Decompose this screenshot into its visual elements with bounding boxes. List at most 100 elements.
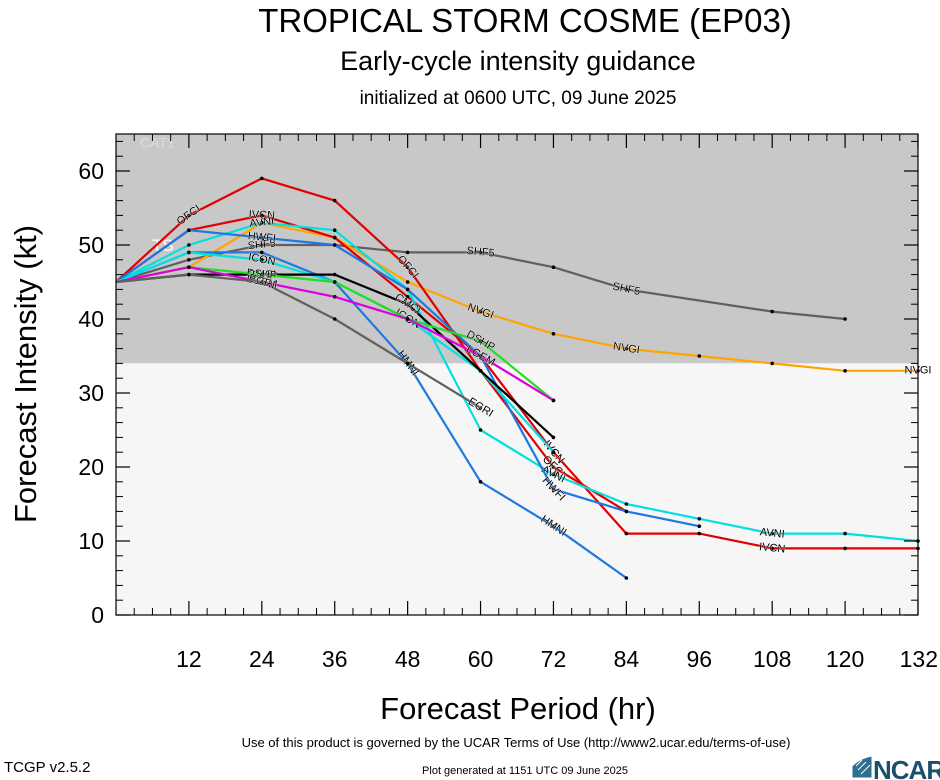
data-point (478, 309, 483, 314)
x-axis-title: Forecast Period (hr) (380, 691, 656, 726)
data-point (405, 317, 410, 321)
x-tick-label: 120 (826, 646, 864, 672)
y-tick-label: 40 (78, 306, 104, 332)
data-point (551, 524, 556, 528)
x-tick-label: 84 (614, 646, 640, 672)
band-td (116, 363, 918, 615)
data-point (332, 280, 337, 284)
data-point (260, 250, 264, 255)
intensity-bands: TS CAT1 (116, 134, 918, 615)
data-point (187, 243, 191, 247)
data-point (624, 509, 629, 514)
data-point (551, 472, 556, 477)
data-point (332, 243, 337, 247)
data-point (405, 250, 410, 255)
x-tick-label: 24 (249, 646, 275, 672)
data-point (260, 272, 264, 277)
data-point (697, 517, 702, 521)
data-point (260, 280, 264, 284)
data-point (187, 272, 191, 277)
y-tick-label: 10 (78, 528, 104, 554)
series-label-dshp: DSHP (246, 267, 278, 282)
y-tick-label: 0 (91, 602, 104, 628)
x-tick-label: 60 (468, 646, 494, 672)
init-time: initialized at 0600 UTC, 09 June 2025 (360, 88, 677, 109)
series-label-shf5: SHF5 (247, 238, 276, 253)
data-point (260, 235, 264, 240)
ncar-logo: NCAR (851, 755, 940, 780)
data-point (332, 198, 337, 203)
ncar-logo-icon (851, 755, 873, 779)
generated-time: Plot generated at 1151 UTC 09 June 2025 (422, 765, 628, 777)
data-point (478, 339, 483, 344)
version-label: TCGP v2.5.2 (4, 759, 90, 776)
x-tick-label: 72 (541, 646, 567, 672)
y-tick-label: 30 (78, 380, 104, 406)
series-label-shf5: SHF5 (466, 245, 495, 260)
data-point (332, 295, 337, 299)
data-point (843, 317, 847, 321)
data-point (478, 250, 483, 255)
data-point (405, 302, 410, 307)
ncar-logo-text: NCAR (873, 755, 940, 780)
series-label-avni: AVNI (759, 526, 785, 540)
data-point (260, 176, 264, 181)
data-point (624, 531, 629, 536)
y-tick-label: 50 (78, 232, 104, 258)
data-point (478, 406, 483, 410)
data-point (260, 243, 264, 247)
data-point (697, 354, 702, 358)
data-point (551, 450, 556, 455)
x-tick-label: 36 (322, 646, 348, 672)
data-point (187, 213, 191, 218)
data-point (843, 531, 847, 536)
terms-of-use: Use of this product is governed by the U… (242, 735, 791, 750)
series-line-nvgi (115, 221, 918, 372)
data-point (624, 346, 629, 351)
data-point (551, 465, 556, 469)
data-point (478, 428, 483, 432)
data-point (405, 280, 410, 284)
band-label-ts: TS (152, 236, 174, 255)
x-tick-label: 48 (395, 646, 421, 672)
data-point (770, 546, 774, 551)
data-point (843, 369, 847, 373)
x-tick-label: 12 (176, 646, 202, 672)
data-point (405, 265, 410, 270)
series-line-hmni (115, 251, 628, 579)
data-point (478, 369, 483, 373)
series-line-avni (115, 221, 919, 543)
data-point (624, 576, 629, 580)
data-point (405, 287, 410, 292)
series-label-ivcn: IVCN (759, 541, 786, 556)
series-label-ivcn: IVCN (248, 209, 275, 222)
data-point (551, 435, 556, 440)
data-point (260, 258, 264, 262)
data-point (843, 546, 847, 551)
data-point (260, 221, 264, 225)
axes: 0 10 20 30 40 50 60 12 24 36 48 60 72 84 96 108 120 132 (78, 133, 938, 672)
y-axis-title: Forecast Intensity (kt) (8, 225, 43, 523)
data-point (697, 531, 702, 536)
data-point (624, 502, 629, 506)
data-point (478, 354, 483, 358)
data-point (478, 480, 483, 484)
x-tick-label: 96 (686, 646, 712, 672)
data-point (405, 295, 410, 299)
data-point (332, 317, 337, 321)
data-point (697, 524, 702, 528)
data-point (332, 235, 337, 240)
data-point (332, 272, 337, 277)
series-line-ofci (115, 177, 627, 513)
data-point (551, 487, 556, 492)
x-tick-label: 108 (753, 646, 791, 672)
series-label-icon: ICON (247, 251, 276, 268)
data-point (332, 228, 337, 232)
data-point (187, 265, 191, 270)
series-label-nvgi: NVGI (612, 341, 640, 357)
data-point (551, 332, 556, 336)
data-point (770, 531, 774, 536)
band-label-cat1: CAT1 (140, 134, 175, 150)
